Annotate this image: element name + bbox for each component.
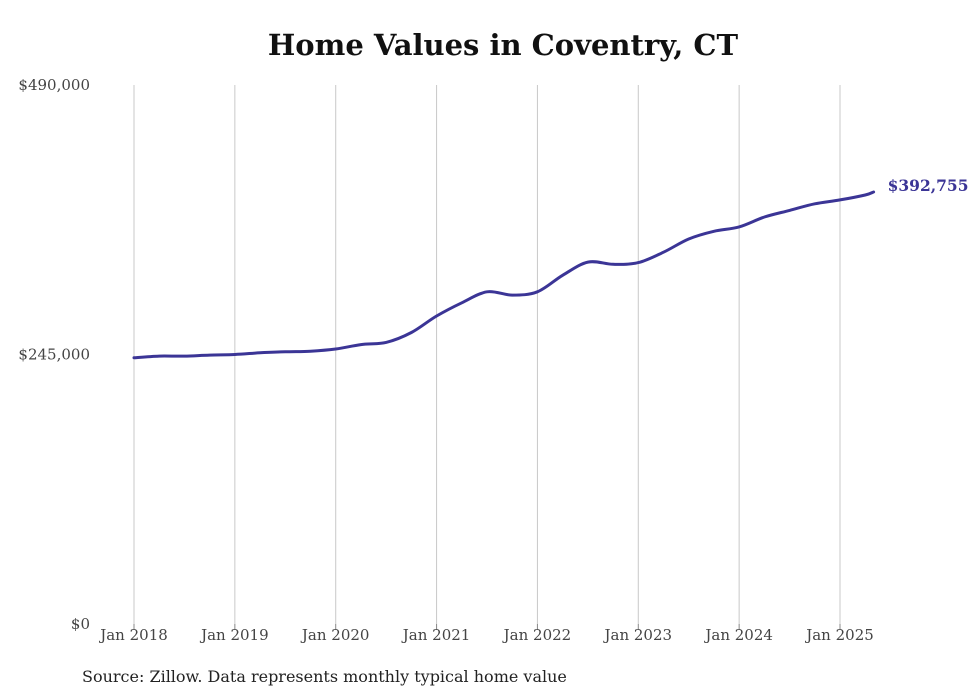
series-group — [132, 190, 876, 360]
x-tick-label: Jan 2023 — [603, 626, 673, 644]
x-tick-label: Jan 2018 — [98, 626, 168, 644]
x-tick-label: Jan 2022 — [502, 626, 572, 644]
chart-title: Home Values in Coventry, CT — [267, 28, 739, 62]
source-note: Source: Zillow. Data represents monthly … — [82, 667, 567, 686]
x-tick-label: Jan 2024 — [703, 626, 773, 644]
y-tick-label: $0 — [71, 615, 90, 633]
x-tick-label: Jan 2019 — [199, 626, 269, 644]
end-labels: $392,755 — [888, 176, 969, 195]
x-tick-label: Jan 2025 — [804, 626, 874, 644]
x-axis-ticks: Jan 2018 Jan 2019 Jan 2020 Jan 2021 Jan 2022… — [98, 624, 874, 644]
y-tick-label: $490,000 — [18, 76, 90, 94]
x-tick-label: Jan 2020 — [300, 626, 370, 644]
home-value-line — [132, 190, 876, 360]
x-tick-label: Jan 2021 — [401, 626, 471, 644]
y-tick-label: $245,000 — [18, 346, 90, 364]
y-axis-ticks: $0 $245,000 $490,000 — [18, 76, 90, 633]
end-value-label: $392,755 — [888, 176, 969, 195]
